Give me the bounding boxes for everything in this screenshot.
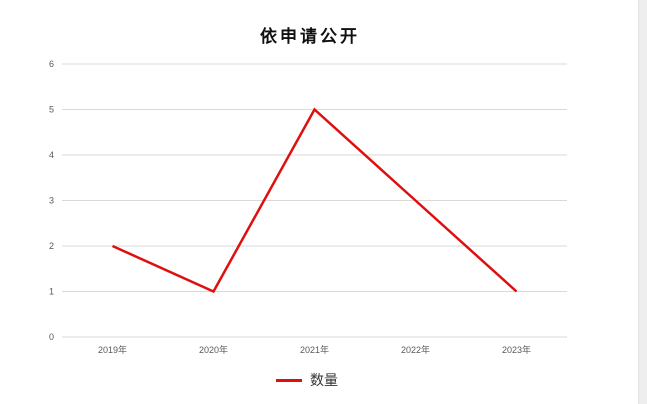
y-tick-label: 4 xyxy=(49,150,54,160)
y-tick-label: 0 xyxy=(49,332,54,342)
scrollbar-strip xyxy=(638,0,647,404)
y-tick-label: 5 xyxy=(49,105,54,115)
x-tick-label: 2019年 xyxy=(98,344,127,355)
y-tick-label: 3 xyxy=(49,196,54,206)
x-tick-label: 2023年 xyxy=(502,344,531,355)
y-tick-label: 2 xyxy=(49,241,54,251)
y-tick-label: 1 xyxy=(49,287,54,297)
legend-line-swatch xyxy=(276,378,302,382)
legend-label: 数量 xyxy=(310,373,338,389)
x-tick-label: 2021年 xyxy=(300,344,329,355)
chart-title: 依申请公开 xyxy=(260,27,360,47)
x-tick-label: 2022年 xyxy=(401,344,430,355)
legend: 数量 xyxy=(276,370,338,390)
x-tick-label: 2020年 xyxy=(199,344,228,355)
y-tick-label: 6 xyxy=(49,59,54,69)
